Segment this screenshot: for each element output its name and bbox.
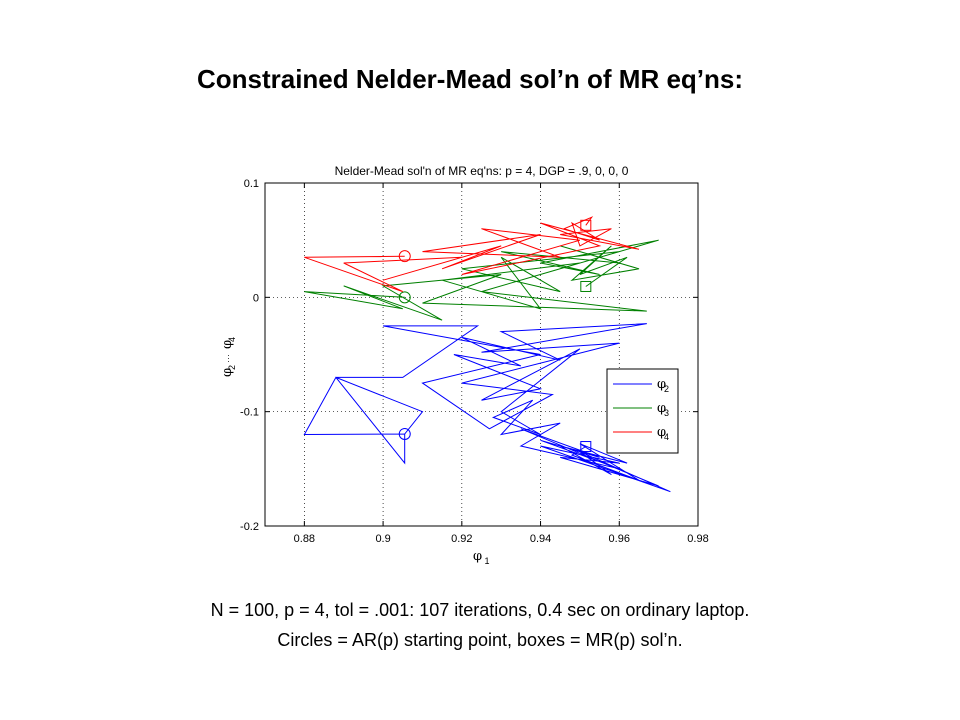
series-3-end-box (580, 280, 592, 292)
x-tick-label: 0.88 (294, 533, 315, 545)
y-label-phi-start: φ (220, 368, 235, 377)
series-4-line (304, 216, 640, 293)
y-tick-label: -0.1 (240, 407, 259, 419)
x-axis-label-subscript: 1 (485, 556, 490, 566)
y-tick-label: -0.2 (240, 521, 259, 533)
legend-label-3: φ (657, 401, 666, 416)
series-2-line (303, 323, 671, 493)
series-3-start-circle (398, 291, 411, 304)
y-tick-label: 0.1 (244, 178, 259, 190)
x-tick-label: 0.94 (530, 533, 551, 545)
series-4-end-box (580, 219, 592, 231)
plot-frame (264, 182, 699, 527)
series-2-end-box (580, 441, 592, 453)
series-2-start-circle (398, 427, 411, 440)
x-tick-label: 0.92 (451, 533, 472, 545)
legend-label-4: φ (657, 425, 666, 440)
x-axis-label: φ (473, 549, 482, 564)
slide-title: Constrained Nelder-Mead sol’n of MR eq’n… (196, 64, 744, 94)
x-tick-label: 0.9 (375, 533, 390, 545)
x-tick-label: 0.96 (609, 533, 630, 545)
legend-sub-3: 3 (664, 408, 669, 418)
y-label-sub-end: 4 (227, 337, 237, 342)
caption-line-2: Circles = AR(p) starting point, boxes = … (277, 630, 683, 650)
y-label-dots: ··· (223, 354, 233, 363)
legend-box (606, 368, 679, 454)
y-axis-label: φ2···φ4 (220, 337, 237, 377)
series-4-start-circle (398, 250, 411, 263)
y-label-sub-start: 2 (227, 365, 237, 370)
caption-line-1: N = 100, p = 4, tol = .001: 107 iteratio… (210, 600, 750, 620)
series-3-line (304, 239, 659, 321)
legend-sub-4: 4 (664, 432, 669, 442)
plot-title: Nelder-Mead sol'n of MR eq'ns: p = 4, DG… (335, 164, 629, 178)
y-tick-label: 0 (253, 292, 259, 304)
legend-label-2: φ (657, 377, 666, 392)
legend-sub-2: 2 (664, 384, 669, 394)
x-tick-label: 0.98 (687, 533, 708, 545)
y-label-phi-end: φ (220, 340, 235, 349)
